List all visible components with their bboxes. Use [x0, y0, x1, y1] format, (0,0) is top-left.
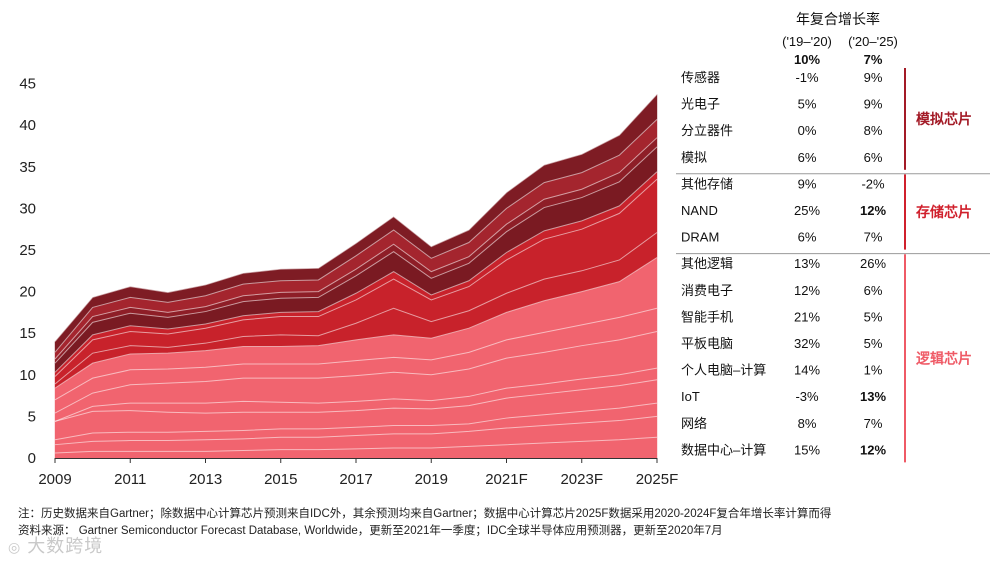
y-tick-label: 40 — [19, 117, 36, 134]
cagr-row-value-19-20: 21% — [794, 309, 820, 324]
cagr-row-value-20-25: 5% — [864, 336, 883, 351]
seam-个人电脑–计算 — [54, 379, 658, 422]
watermark-icon: ◎ — [8, 539, 22, 555]
cagr-row-value-19-20: -1% — [795, 70, 819, 85]
cagr-row-label: 模拟 — [681, 150, 707, 165]
cagr-row-value-19-20: 8% — [798, 416, 817, 431]
cagr-row-value-20-25: 1% — [864, 363, 883, 378]
series-boundary-lines — [54, 94, 658, 454]
y-tick-label: 15 — [19, 325, 36, 342]
cagr-row-value-19-20: 13% — [794, 256, 820, 271]
cagr-col1-header: ('19–'20) — [782, 34, 832, 49]
x-tick-label: 2009 — [38, 471, 71, 488]
y-tick-label: 30 — [19, 200, 36, 217]
cagr-row-value-20-25: 6% — [864, 283, 883, 298]
cagr-row-value-20-25: 26% — [860, 256, 886, 271]
cagr-row-label: IoT — [681, 389, 700, 404]
cagr-row-value-20-25: 7% — [864, 230, 883, 245]
x-axis: 2009 2011 2013 2015 2017 2019 2021F 2023F 2025F — [38, 458, 678, 488]
cagr-row-value-19-20: -3% — [795, 389, 819, 404]
cagr-row-value-19-20: 25% — [794, 203, 820, 218]
cagr-row-label: 其他逻辑 — [681, 256, 733, 271]
footnote-source: 资料来源： Gartner Semiconductor Forecast Dat… — [18, 525, 723, 537]
cagr-row-label: 分立器件 — [681, 123, 733, 138]
cagr-table: 年复合增长率 ('19–'20) ('20–'25) 10% 7% 传感器 -1%… — [676, 11, 990, 463]
seam-分立器件 — [54, 137, 658, 360]
cagr-row-value-20-25: 6% — [864, 150, 883, 165]
cagr-row-value-20-25: 12% — [860, 442, 886, 457]
seam-数据中心–计算 — [54, 436, 658, 454]
cagr-row-label: 传感器 — [681, 70, 720, 85]
watermark-text: 大数跨境 — [27, 536, 104, 556]
cagr-row-label: 平板电脑 — [681, 336, 733, 351]
cagr-row-label: 网络 — [681, 416, 707, 431]
cagr-col2-total: 7% — [864, 52, 883, 67]
cagr-rows: 传感器 -1% 9% 光电子 5% 9% 分立器件 0% 8% 模拟 6% 6% 其他存储 9% -2% NA… — [681, 70, 886, 457]
cagr-col1-total: 10% — [794, 52, 820, 67]
seam-网络 — [54, 415, 658, 446]
seam-智能手机 — [54, 331, 658, 414]
y-tick-label: 45 — [19, 76, 36, 93]
cagr-header-title: 年复合增长率 — [796, 11, 880, 27]
y-tick-label: 10 — [19, 367, 36, 384]
group-label: 存储芯片 — [916, 204, 972, 220]
cagr-row-label: 光电子 — [681, 97, 720, 112]
seam-消费电子 — [54, 307, 658, 401]
seam-模拟 — [54, 146, 658, 364]
cagr-row-value-19-20: 15% — [794, 442, 820, 457]
watermark-logo: ◎ 大数跨境 — [8, 532, 103, 558]
x-tick-label: 2021F — [485, 471, 528, 488]
seam-DRAM — [54, 232, 658, 385]
x-tick-label: 2023F — [560, 471, 603, 488]
y-tick-label: 5 — [28, 408, 36, 425]
cagr-row-value-19-20: 6% — [798, 230, 817, 245]
cagr-row-label: 智能手机 — [681, 309, 733, 324]
group-label: 逻辑芯片 — [916, 350, 972, 366]
seam-传感器 — [54, 94, 658, 342]
y-tick-label: 20 — [19, 284, 36, 301]
x-tick-label: 2019 — [415, 471, 448, 488]
cagr-row-value-20-25: 8% — [864, 123, 883, 138]
cagr-row-value-20-25: 9% — [864, 97, 883, 112]
y-tick-label: 0 — [28, 450, 36, 467]
y-axis: 0 5 10 15 20 25 30 35 40 45 — [19, 76, 36, 467]
cagr-row-value-19-20: 14% — [794, 363, 820, 378]
x-tick-label: 2017 — [339, 471, 372, 488]
cagr-row-value-20-25: 7% — [864, 416, 883, 431]
cagr-row-value-20-25: 13% — [860, 389, 886, 404]
cagr-row-label: 消费电子 — [681, 283, 733, 298]
seam-NAND — [54, 178, 658, 377]
cagr-row-value-20-25: 5% — [864, 309, 883, 324]
x-tick-label: 2011 — [114, 471, 146, 488]
footnote-note: 注：历史数据来自Gartner；除数据中心计算芯片预测来自IDC外，其余预测均来… — [18, 508, 832, 520]
y-tick-label: 25 — [19, 242, 36, 259]
cagr-row-value-20-25: 9% — [864, 70, 883, 85]
y-tick-label: 35 — [19, 159, 36, 176]
group-label: 模拟芯片 — [916, 111, 972, 127]
cagr-row-label: DRAM — [681, 230, 719, 245]
cagr-row-label: 数据中心–计算 — [681, 442, 766, 457]
cagr-col2-header: ('20–'25) — [848, 34, 898, 49]
seam-光电子 — [54, 119, 658, 353]
x-tick-label: 2013 — [189, 471, 222, 488]
x-tick-label: 2015 — [264, 471, 297, 488]
x-tick-label: 2025F — [636, 471, 679, 488]
cagr-row-label: 其他存储 — [681, 176, 733, 191]
seam-其他逻辑 — [54, 257, 658, 389]
cagr-row-value-19-20: 6% — [798, 150, 817, 165]
cagr-row-value-19-20: 12% — [794, 283, 820, 298]
cagr-row-value-19-20: 5% — [798, 97, 817, 112]
cagr-row-label: NAND — [681, 203, 718, 218]
cagr-row-value-19-20: 9% — [798, 176, 817, 191]
seam-IoT — [54, 402, 658, 441]
cagr-row-value-20-25: 12% — [860, 203, 886, 218]
cagr-row-value-19-20: 32% — [794, 336, 820, 351]
cagr-row-label: 个人电脑–计算 — [681, 363, 766, 378]
cagr-row-value-19-20: 0% — [798, 123, 817, 138]
seam-平板电脑 — [54, 367, 658, 422]
cagr-row-value-20-25: -2% — [861, 176, 885, 191]
seam-其他存储 — [54, 171, 658, 373]
